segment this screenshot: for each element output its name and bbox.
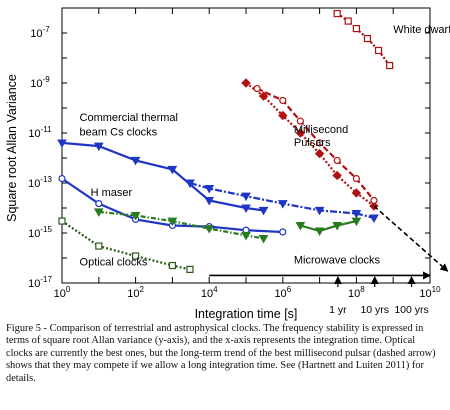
data-point [314,148,325,159]
data-point [253,84,261,93]
series-line [300,220,357,233]
data-point [130,156,141,166]
x-tick-label: 108 [348,285,365,300]
data-point [58,217,66,225]
y-tick-label: 10-7 [30,25,50,40]
data-point [57,139,67,148]
y-tick-label: 10-13 [28,175,52,190]
data-point [277,200,288,209]
data-point [374,46,383,55]
y-tick-label: 10-15 [28,225,52,240]
data-point [185,179,195,189]
series-group [253,84,378,205]
x-tick-label: 106 [274,285,291,300]
data-point [352,174,360,183]
data-point [333,156,341,165]
y-tick-label: 10-9 [30,75,50,90]
series-group [57,139,269,216]
x-tick-label: 100 [54,285,71,300]
data-point [278,110,288,121]
data-point [186,265,194,273]
data-point [95,199,103,208]
annotation-label: Commercial thermal [80,112,178,124]
figure-caption: Figure 5 - Comparison of terrestrial and… [6,323,436,384]
data-point [369,214,379,223]
data-point [258,235,269,244]
series-line [61,220,191,271]
data-point [351,188,362,198]
data-point [296,117,304,125]
data-point [168,261,176,270]
series-layer [57,9,394,273]
x-axis-label: Integration time [s] [195,307,298,321]
data-point [333,9,341,18]
data-point [241,204,251,214]
data-point [204,196,215,206]
annotation-label: H maser [91,187,133,199]
data-point [132,252,140,260]
data-point [93,142,104,152]
time-marker-label: 1 yr [329,304,347,316]
data-point [241,78,251,88]
data-point [95,242,103,250]
time-marker-label: 100 yrs [394,304,428,316]
data-point [204,185,215,194]
annotation-label: Millisecond [294,124,348,136]
data-point [295,128,306,138]
data-point [258,206,269,216]
y-tick-label: 10-17 [28,275,52,290]
data-point [241,231,251,241]
series-group [58,217,194,273]
plot-frame [61,7,431,284]
data-point [258,91,269,101]
data-point [167,217,178,227]
data-point [352,24,360,33]
data-point [279,96,287,105]
data-point [93,208,104,217]
series-group [295,217,362,237]
data-point [363,34,372,43]
data-point [314,227,325,237]
data-point [295,221,306,231]
y-axis-label: Square root Allan Variance [5,74,19,222]
series-line [245,82,375,207]
data-point [351,217,362,227]
data-point [279,228,287,236]
y-tick-label: 10-11 [28,125,52,140]
data-point [386,61,394,70]
allan-variance-chart: 100 102 104 106 108 1010 10-17 10-15 10-13 10-11 1… [5,7,450,321]
annotation-label: beam Cs clocks [80,126,158,138]
data-point [167,165,178,175]
data-point [314,206,325,216]
data-point [316,139,324,147]
series-group [93,208,269,244]
x-tick-label: 104 [201,285,218,300]
series-group [185,179,379,223]
data-point [344,17,352,25]
annotation-label: Microwave clocks [294,255,381,267]
arrows-layer: 1 yr 10 yrs 100 yrs [209,205,449,316]
x-tick-label: 102 [127,285,144,300]
annotation-label: White dwarf [393,24,450,36]
data-point [130,212,141,221]
annotation-label: Optical clocks [80,257,148,269]
data-point [370,196,378,205]
pulsar-trend-arrow [373,205,449,272]
annotations-layer: White dwarf Commercial thermal beam Cs clo… [80,24,450,269]
data-point [351,210,362,219]
data-point [332,170,342,181]
data-point [332,221,343,231]
data-point [241,192,251,202]
series-group [333,9,394,70]
annotation-label: Pulsars [294,137,331,149]
axis-ticks: 100 102 104 106 108 1010 10-17 10-15 10-13 10-11 1… [28,7,441,300]
time-marker-label: 10 yrs [360,304,389,316]
data-point [58,174,66,183]
data-point [204,225,215,234]
x-tick-label: 1010 [419,285,441,300]
